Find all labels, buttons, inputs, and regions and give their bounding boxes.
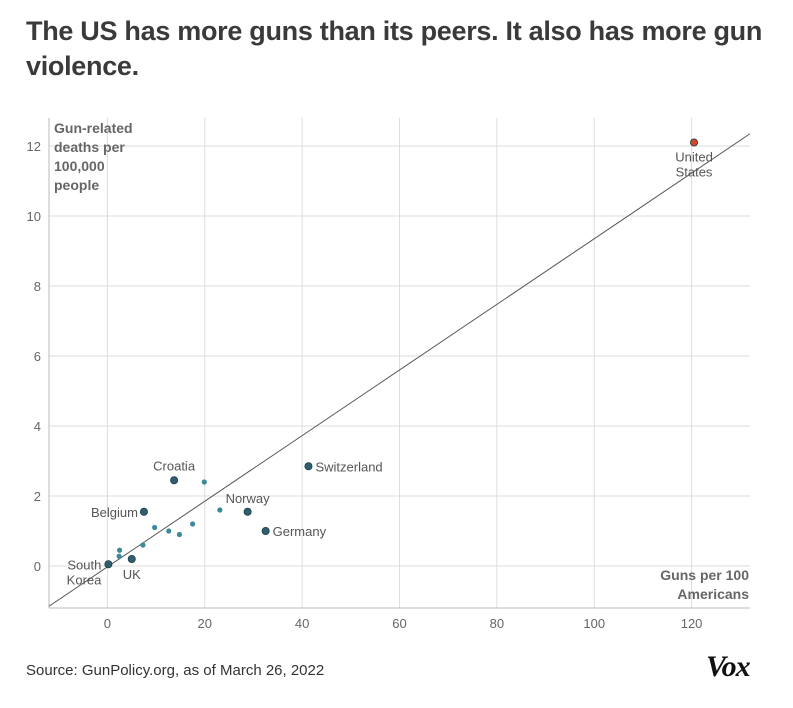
- trend-layer: [48, 133, 751, 607]
- x-tick-label: 100: [583, 616, 605, 631]
- point-label: South Korea: [67, 557, 102, 587]
- x-tick-label: 60: [392, 616, 406, 631]
- point-label: Norway: [226, 491, 271, 506]
- x-tick-label: 0: [104, 616, 111, 631]
- scatter-point: [166, 528, 172, 534]
- point-label-line: Belgium: [91, 505, 138, 520]
- scatter-point: [261, 527, 270, 536]
- x-tick-label: 80: [490, 616, 504, 631]
- y-axis-title-line: people: [54, 177, 99, 193]
- point-label-line: States: [676, 165, 713, 180]
- axes: 0 20 40 60 80 100 120 0 2 4 6 8 10 12: [27, 118, 750, 631]
- scatter-point: [190, 521, 196, 527]
- point-label: Croatia: [153, 458, 196, 473]
- scatter-point: [116, 553, 122, 559]
- scatter-point: [176, 531, 183, 538]
- x-axis-title-line: Americans: [677, 586, 749, 602]
- point-label: UK: [123, 567, 141, 582]
- point-label-line: Germany: [273, 524, 327, 539]
- x-axis-title: Guns per 100 Americans: [660, 567, 749, 602]
- y-tick-label: 4: [34, 419, 41, 434]
- y-tick-label: 12: [27, 139, 41, 154]
- x-tick-label: 20: [198, 616, 212, 631]
- y-axis-title-line: deaths per: [54, 139, 125, 155]
- point-label-line: Korea: [67, 572, 102, 587]
- point-label-line: United: [675, 150, 713, 165]
- point-label-line: Croatia: [153, 458, 196, 473]
- y-tick-label: 8: [34, 279, 41, 294]
- point-label-line: Norway: [226, 491, 271, 506]
- scatter-point: [152, 524, 158, 531]
- y-axis-title: Gun-related deaths per 100,000 people: [54, 120, 133, 193]
- x-tick-label: 120: [681, 616, 703, 631]
- point-label: United States: [675, 150, 713, 180]
- y-axis-title-line: Gun-related: [54, 120, 133, 136]
- point-label-line: Switzerland: [315, 459, 382, 474]
- scatter-point: [217, 507, 223, 513]
- y-tick-label: 2: [34, 489, 41, 504]
- point-label-line: UK: [123, 567, 141, 582]
- grid-lines: [49, 118, 750, 608]
- trend-line: [48, 133, 751, 607]
- axis-titles: Gun-related deaths per 100,000 people Guns p…: [54, 120, 749, 602]
- highlight-point: [690, 138, 699, 147]
- scatter-point: [127, 555, 136, 564]
- point-label-line: South: [67, 557, 101, 572]
- point-label: Switzerland: [315, 459, 382, 474]
- x-axis-title-line: Guns per 100: [660, 567, 749, 583]
- x-tick-label: 40: [295, 616, 309, 631]
- source-note: Source: GunPolicy.org, as of March 26, 2…: [26, 662, 325, 679]
- scatter-point: [243, 507, 252, 516]
- scatter-point: [201, 479, 207, 485]
- scatter-point: [170, 476, 179, 485]
- scatter-point: [116, 547, 123, 553]
- scatter-point: [140, 542, 146, 548]
- y-tick-label: 6: [34, 349, 41, 364]
- scatter-point: [139, 507, 148, 516]
- point-label: Germany: [273, 524, 327, 539]
- chart-title: The US has more guns than its peers. It …: [26, 16, 763, 81]
- vox-logo: Vox: [706, 650, 751, 683]
- point-labels: United States Switzerland Croatia Belgium Nor…: [67, 150, 713, 588]
- scatter-point: [304, 462, 313, 471]
- y-axis-title-line: 100,000: [54, 158, 105, 174]
- y-tick-label: 0: [34, 559, 41, 574]
- y-tick-label: 10: [27, 209, 41, 224]
- data-points: [104, 138, 699, 569]
- point-label: Belgium: [91, 505, 138, 520]
- scatter-point: [104, 560, 113, 569]
